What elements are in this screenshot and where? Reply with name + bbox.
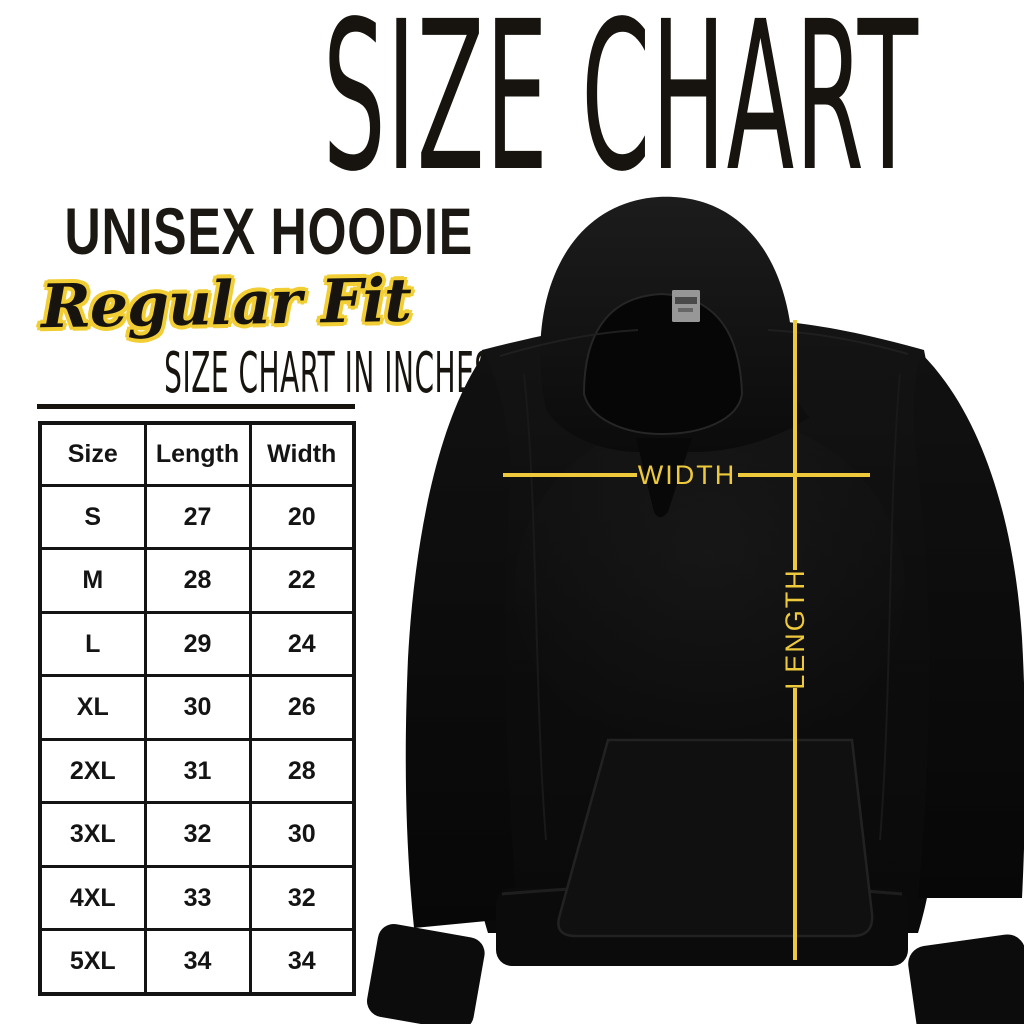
table-row: 4XL 33 32 [38,864,356,932]
table-row: 2XL 31 28 [38,737,356,805]
column-header-length: Length [143,421,252,487]
cell-width: 22 [248,547,356,614]
cell-length: 32 [143,801,252,868]
cell-length: 30 [143,674,252,741]
product-name-text: UNISEX HOODIE [64,194,473,268]
hoodie-sleeve-left [405,353,518,928]
size-chart-heading: SIZE CHART IN INCHES [0,346,492,402]
cell-length: 29 [143,610,252,678]
cell-size: 5XL [38,928,147,996]
cell-size: XL [38,674,147,741]
hoodie-pocket [557,738,874,938]
cell-width: 32 [248,864,356,932]
table-row: 3XL 32 30 [38,801,356,868]
cell-size: L [38,610,147,678]
cell-size: S [38,483,147,551]
heading-underline [37,404,355,409]
product-fit: Regular Fit [0,265,452,343]
cell-size: 3XL [38,801,147,868]
cell-length: 31 [143,737,252,805]
hoodie-photo: WIDTH LENGTH [367,196,1024,1024]
cell-length: 28 [143,547,252,614]
length-label: LENGTH [780,568,810,690]
width-label: WIDTH [638,460,736,490]
product-name: UNISEX HOODIE [0,198,478,264]
product-fit-text: Regular Fit [40,265,412,343]
hoodie-sleeve-right [913,354,1024,898]
size-table: Size Length Width S 27 20 M 28 22 L 29 2… [38,421,356,996]
hoodie-cuff-left [367,924,485,1024]
cell-width: 28 [248,737,356,805]
column-header-width: Width [248,421,356,487]
page-title: SIZE CHART [0,0,1008,200]
table-row: M 28 22 [38,547,356,614]
cell-length: 34 [143,928,252,996]
hoodie-hood [540,196,810,518]
table-row: XL 30 26 [38,674,356,741]
hoodie-cuff-right [908,934,1024,1024]
table-header-row: Size Length Width [38,421,356,487]
hoodie-seams [499,329,909,841]
cell-width: 26 [248,674,356,741]
cell-length: 33 [143,864,252,932]
neckline-shadow [636,438,692,518]
cell-width: 24 [248,610,356,678]
table-row: L 29 24 [38,610,356,678]
cell-length: 27 [143,483,252,551]
cell-size: 4XL [38,864,147,932]
page-title-text: SIZE CHART [322,0,920,217]
neck-tag [672,290,700,322]
table-row: S 27 20 [38,483,356,551]
table-row: 5XL 34 34 [38,928,356,996]
cell-size: 2XL [38,737,147,805]
size-chart-heading-text: SIZE CHART IN INCHES [164,341,493,406]
column-header-size: Size [38,421,147,487]
cell-width: 34 [248,928,356,996]
cell-size: M [38,547,147,614]
cell-width: 20 [248,483,356,551]
measurement-overlay: WIDTH LENGTH [503,320,870,960]
cell-width: 30 [248,801,356,868]
hood-opening [582,292,744,436]
